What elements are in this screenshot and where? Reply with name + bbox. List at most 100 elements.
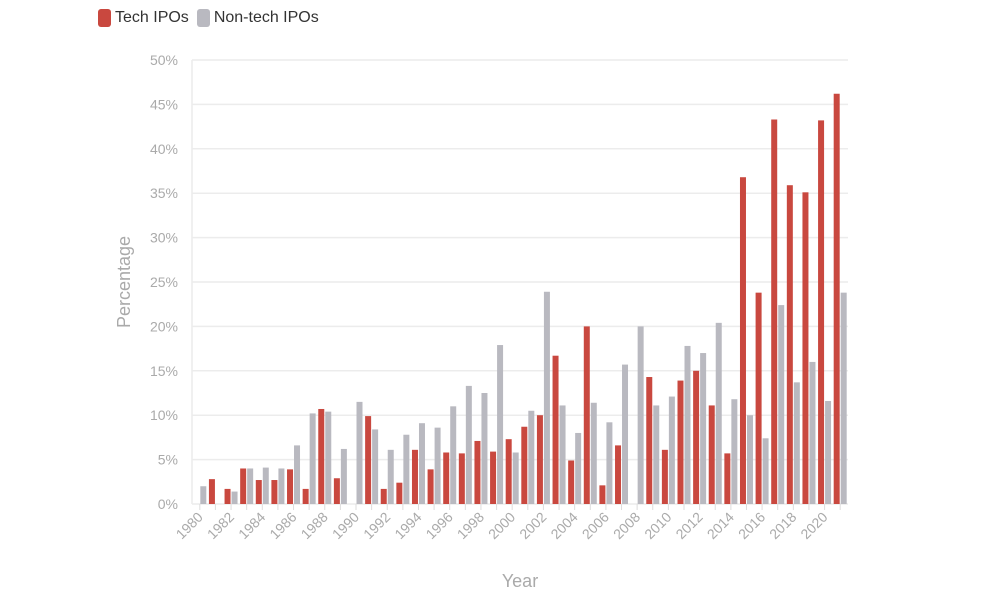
bar-tech-1981 — [208, 479, 215, 504]
bar-tech-2010 — [661, 449, 668, 504]
bar-tech-2018 — [786, 185, 793, 504]
bar-nontech-2007 — [622, 364, 629, 504]
x-tick-label: 2020 — [797, 509, 830, 542]
bar-tech-2003 — [552, 355, 559, 504]
bar-tech-1988 — [318, 408, 325, 504]
x-tick-label: 2006 — [579, 509, 612, 542]
y-tick-label: 35% — [150, 185, 178, 201]
bar-tech-2009 — [646, 377, 653, 504]
y-tick-label: 45% — [150, 96, 178, 112]
bar-tech-1984 — [255, 480, 262, 504]
bar-tech-2021 — [833, 93, 840, 504]
bar-nontech-1998 — [481, 393, 488, 504]
bar-tech-2004 — [568, 460, 575, 504]
bar-nontech-1991 — [372, 429, 379, 504]
bar-tech-1992 — [380, 488, 387, 504]
legend-item-tech[interactable]: Tech IPOs — [98, 9, 189, 27]
bar-nontech-2010 — [668, 396, 675, 504]
bar-tech-2001 — [521, 426, 528, 504]
bar-nontech-2011 — [684, 345, 691, 504]
bar-tech-1982 — [224, 488, 231, 504]
bar-nontech-2020 — [825, 400, 832, 504]
x-tick-label: 2018 — [766, 509, 799, 542]
bar-tech-2000 — [505, 439, 512, 504]
bar-tech-1996 — [443, 452, 450, 504]
bar-tech-2011 — [677, 380, 684, 504]
y-tick-label: 25% — [150, 274, 178, 290]
x-tick-label: 2000 — [485, 509, 518, 542]
y-tick-label: 5% — [158, 452, 178, 468]
bar-tech-2014 — [724, 453, 731, 504]
bar-nontech-1999 — [497, 345, 504, 504]
legend-item-nontech[interactable]: Non-tech IPOs — [196, 9, 319, 27]
legend: Tech IPOs Non-tech IPOs — [98, 9, 319, 27]
bar-nontech-1989 — [340, 448, 347, 504]
bar-tech-1994 — [411, 449, 418, 504]
bar-nontech-1994 — [418, 423, 425, 504]
bar-tech-2006 — [599, 485, 606, 504]
x-tick-label: 1988 — [298, 509, 331, 542]
bar-nontech-2015 — [746, 415, 753, 504]
x-tick-label: 2016 — [735, 509, 768, 542]
x-tick-label: 2012 — [672, 509, 705, 542]
bar-nontech-2021 — [840, 292, 847, 504]
bar-tech-1995 — [427, 469, 434, 504]
bar-tech-1986 — [287, 469, 294, 504]
y-tick-label: 15% — [150, 363, 178, 379]
x-tick-label: 2008 — [610, 509, 643, 542]
bar-tech-1991 — [365, 416, 372, 504]
bar-nontech-1996 — [450, 406, 457, 504]
bar-tech-1989 — [333, 478, 340, 504]
bar-tech-2016 — [755, 292, 762, 504]
bar-nontech-1982 — [231, 491, 238, 504]
tech-swatch — [98, 9, 111, 27]
bar-tech-2012 — [693, 370, 700, 504]
x-tick-label: 2010 — [641, 509, 674, 542]
bar-nontech-2014 — [731, 399, 738, 504]
legend-label-tech: Tech IPOs — [115, 9, 189, 26]
bar-nontech-1995 — [434, 427, 441, 504]
y-tick-label: 0% — [158, 496, 178, 512]
bar-tech-1983 — [240, 468, 247, 504]
bar-nontech-2003 — [559, 405, 566, 504]
bar-tech-1997 — [458, 453, 465, 504]
bar-nontech-1987 — [309, 413, 316, 504]
bar-nontech-1983 — [247, 468, 254, 504]
legend-label-nontech: Non-tech IPOs — [213, 9, 319, 26]
bar-nontech-2017 — [778, 305, 785, 504]
bar-tech-1985 — [271, 480, 278, 504]
x-tick-label: 2004 — [547, 509, 580, 542]
bar-nontech-2009 — [653, 405, 660, 504]
y-tick-label: 30% — [150, 230, 178, 246]
bar-tech-1993 — [396, 482, 403, 504]
bar-nontech-1990 — [356, 401, 363, 504]
y-tick-label: 20% — [150, 318, 178, 334]
bar-nontech-2008 — [637, 326, 644, 504]
bar-tech-2015 — [739, 177, 746, 504]
bar-tech-2019 — [802, 192, 809, 504]
x-axis-label: Year — [502, 571, 538, 591]
bar-nontech-1988 — [325, 411, 332, 504]
y-tick-label: 10% — [150, 407, 178, 423]
bar-tech-1998 — [474, 440, 481, 504]
bar-nontech-1985 — [278, 468, 285, 504]
x-tick-label: 1992 — [360, 509, 393, 542]
bar-tech-2005 — [583, 326, 590, 504]
x-tick-label: 2014 — [704, 509, 737, 542]
bar-tech-2017 — [771, 119, 778, 504]
bar-nontech-1993 — [403, 434, 410, 504]
bar-nontech-2016 — [762, 438, 769, 504]
y-axis-label: Percentage — [114, 236, 134, 328]
bar-nontech-2004 — [575, 432, 582, 504]
x-tick-label: 1984 — [235, 509, 268, 542]
bar-nontech-1986 — [294, 445, 301, 504]
bar-nontech-2018 — [793, 382, 800, 504]
bar-nontech-1992 — [387, 449, 394, 504]
bar-nontech-2000 — [512, 452, 519, 504]
bar-nontech-1997 — [465, 385, 472, 504]
bar-nontech-2012 — [700, 353, 707, 504]
x-tick-label: 1982 — [204, 509, 237, 542]
bar-nontech-2019 — [809, 361, 816, 504]
bar-nontech-1984 — [262, 467, 269, 504]
